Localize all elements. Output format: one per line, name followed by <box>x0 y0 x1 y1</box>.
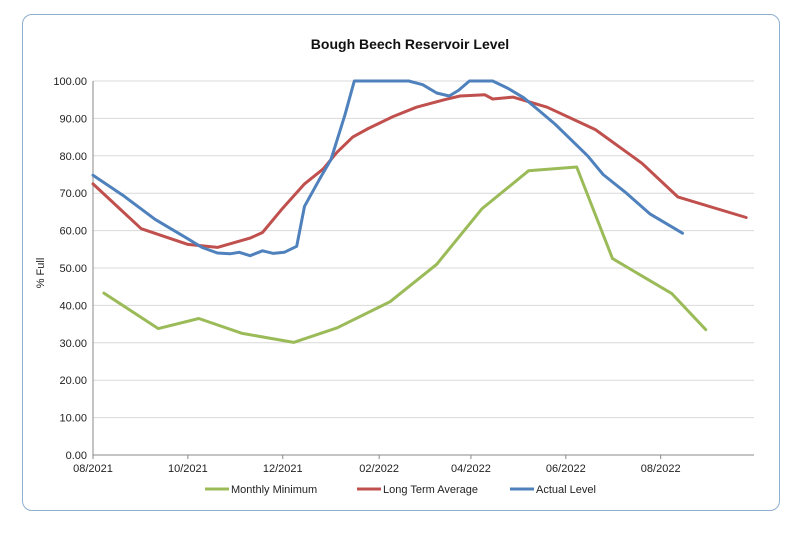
y-tick-label: 0.00 <box>66 450 87 462</box>
y-tick-label: 80.00 <box>59 151 87 163</box>
x-tick-labels: 08/2021 10/2021 12/2021 02/2022 04/2022 06/20… <box>73 463 680 475</box>
series-line-long-term-average <box>91 93 748 249</box>
y-tick-label: 20.00 <box>59 375 87 387</box>
y-tick-label: 90.00 <box>59 113 87 125</box>
chart-title: Bough Beech Reservoir Level <box>311 36 509 52</box>
x-tick-label: 04/2022 <box>451 463 491 475</box>
y-axis-label: % Full <box>35 258 47 289</box>
legend: Monthly Minimum Long Term Average Actual L… <box>205 484 596 496</box>
x-tick-label: 08/2021 <box>73 463 113 475</box>
x-tick-label: 10/2021 <box>168 463 208 475</box>
axes <box>92 81 754 459</box>
legend-entry: Long Term Average <box>383 484 478 496</box>
legend-entry: Monthly Minimum <box>231 484 317 496</box>
series-line-actual-level <box>91 79 684 258</box>
legend-entry: Actual Level <box>536 484 596 496</box>
x-tick-label: 06/2022 <box>546 463 586 475</box>
chart-frame <box>22 14 780 511</box>
series-line-monthly-minimum <box>102 165 708 344</box>
y-tick-label: 60.00 <box>59 226 87 238</box>
y-tick-label: 10.00 <box>59 413 87 425</box>
gridlines <box>93 80 754 419</box>
x-tick-label: 02/2022 <box>359 463 399 475</box>
series-lines <box>91 79 748 344</box>
y-tick-label: 30.00 <box>59 338 87 350</box>
y-tick-label: 40.00 <box>59 300 87 312</box>
y-tick-label: 100.00 <box>53 76 87 88</box>
y-tick-label: 50.00 <box>59 263 87 275</box>
x-tick-label: 08/2022 <box>641 463 681 475</box>
y-tick-label: 70.00 <box>59 188 87 200</box>
x-tick-label: 12/2021 <box>263 463 303 475</box>
y-tick-labels: 0.00 10.00 20.00 30.00 40.00 50.00 60.00 70.00 8… <box>53 76 87 462</box>
